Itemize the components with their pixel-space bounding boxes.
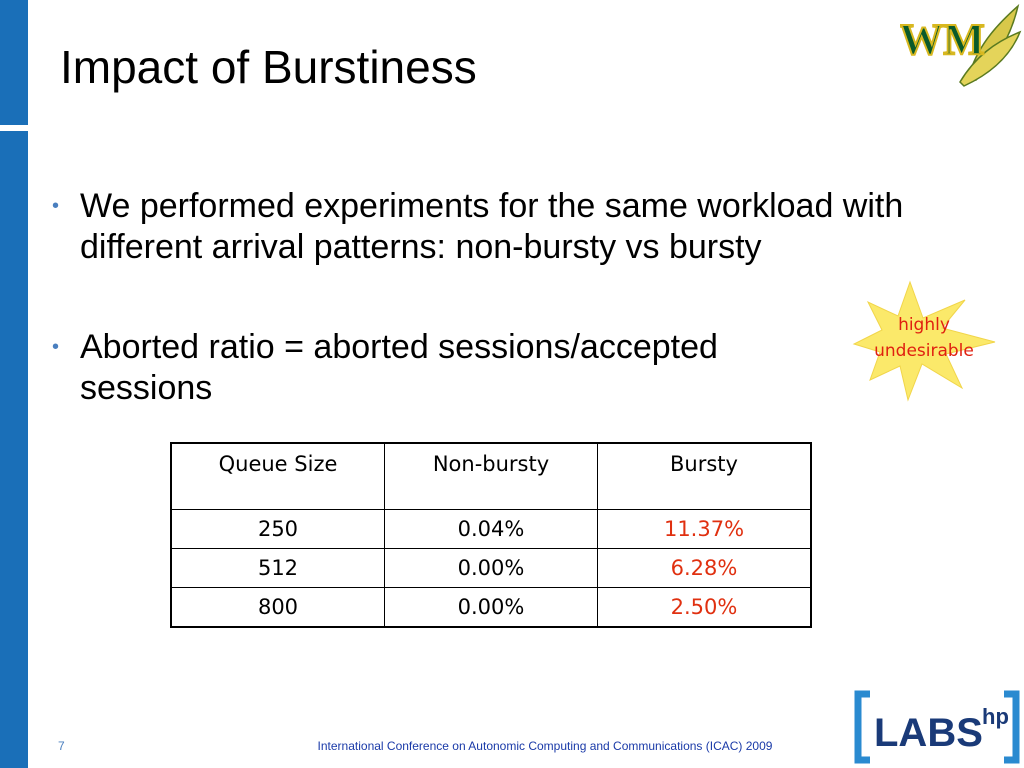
bullet: • We performed experiments for the same w… bbox=[52, 186, 982, 268]
cell: 512 bbox=[170, 547, 385, 588]
bracket bbox=[1004, 690, 1020, 764]
callout-text: highly bbox=[898, 315, 950, 335]
wm-logo: WM bbox=[900, 3, 1022, 87]
table-row: 512 0.00% 6.28% bbox=[170, 547, 812, 588]
cell: 0.00% bbox=[384, 547, 598, 588]
labs-logo: LABS hp bbox=[854, 690, 1020, 764]
table-row: 800 0.00% 2.50% bbox=[170, 586, 812, 627]
hp-text: hp bbox=[982, 704, 1009, 729]
header-cell: Queue Size bbox=[170, 442, 385, 510]
cell: 0.04% bbox=[384, 508, 598, 549]
table-row: 250 0.04% 11.37% bbox=[170, 508, 812, 549]
callout-text: undesirable bbox=[874, 341, 974, 361]
bullet-text: We performed experiments for the same wo… bbox=[80, 187, 904, 266]
feather bbox=[959, 30, 1022, 87]
side-bar bbox=[0, 131, 28, 768]
cell: 11.37% bbox=[597, 508, 812, 549]
header-row: Queue Size Non-bursty Bursty bbox=[170, 442, 812, 510]
callout-star: highly undesirable bbox=[852, 280, 996, 402]
star bbox=[852, 280, 996, 402]
cell: 2.50% bbox=[597, 586, 812, 627]
bullet-text: Aborted ratio = aborted sessions/accepte… bbox=[80, 328, 718, 407]
side-bar bbox=[0, 0, 28, 125]
cell: 800 bbox=[170, 586, 385, 627]
bracket bbox=[854, 690, 870, 764]
cell: 250 bbox=[170, 508, 385, 549]
footer-text: International Conference on Autonomic Co… bbox=[317, 739, 773, 753]
wm-letters: WM bbox=[900, 15, 985, 64]
cell: 0.00% bbox=[384, 586, 598, 627]
slide-title: Impact of Burstiness bbox=[60, 41, 477, 93]
header-cell: Bursty bbox=[597, 442, 812, 510]
cell: 6.28% bbox=[597, 547, 812, 588]
page-number: 7 bbox=[58, 739, 65, 753]
labs-text: LABS bbox=[874, 711, 983, 755]
bullet: • Aborted ratio = aborted sessions/accept… bbox=[52, 327, 852, 409]
header-cell: Non-bursty bbox=[384, 442, 598, 510]
results-table: Queue Size Non-bursty Bursty 250 0.04% 1… bbox=[170, 442, 812, 628]
